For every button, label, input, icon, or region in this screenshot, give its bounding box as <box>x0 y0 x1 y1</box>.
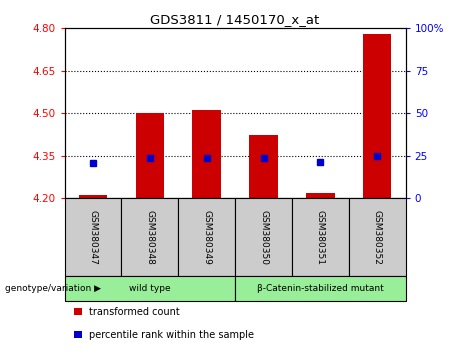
Bar <box>193 110 221 198</box>
Text: genotype/variation ▶: genotype/variation ▶ <box>5 284 100 293</box>
Bar <box>292 198 349 276</box>
Bar <box>249 135 278 198</box>
Bar <box>178 198 235 276</box>
Bar <box>79 195 107 198</box>
Text: transformed count: transformed count <box>89 307 180 316</box>
Text: GSM380347: GSM380347 <box>89 210 97 265</box>
Text: β-Catenin-stabilized mutant: β-Catenin-stabilized mutant <box>257 284 384 293</box>
Bar <box>65 276 235 301</box>
Text: GSM380349: GSM380349 <box>202 210 211 265</box>
Title: GDS3811 / 1450170_x_at: GDS3811 / 1450170_x_at <box>150 13 320 26</box>
Bar <box>349 198 406 276</box>
Bar <box>235 198 292 276</box>
Text: GSM380351: GSM380351 <box>316 210 325 265</box>
Text: wild type: wild type <box>129 284 171 293</box>
Bar <box>306 193 335 198</box>
Bar <box>136 113 164 198</box>
Bar <box>363 34 391 198</box>
Bar <box>235 276 406 301</box>
Bar <box>121 198 178 276</box>
Text: percentile rank within the sample: percentile rank within the sample <box>89 330 254 339</box>
Text: GSM380348: GSM380348 <box>145 210 154 265</box>
Bar <box>65 198 121 276</box>
Text: GSM380350: GSM380350 <box>259 210 268 265</box>
Text: GSM380352: GSM380352 <box>373 210 382 265</box>
